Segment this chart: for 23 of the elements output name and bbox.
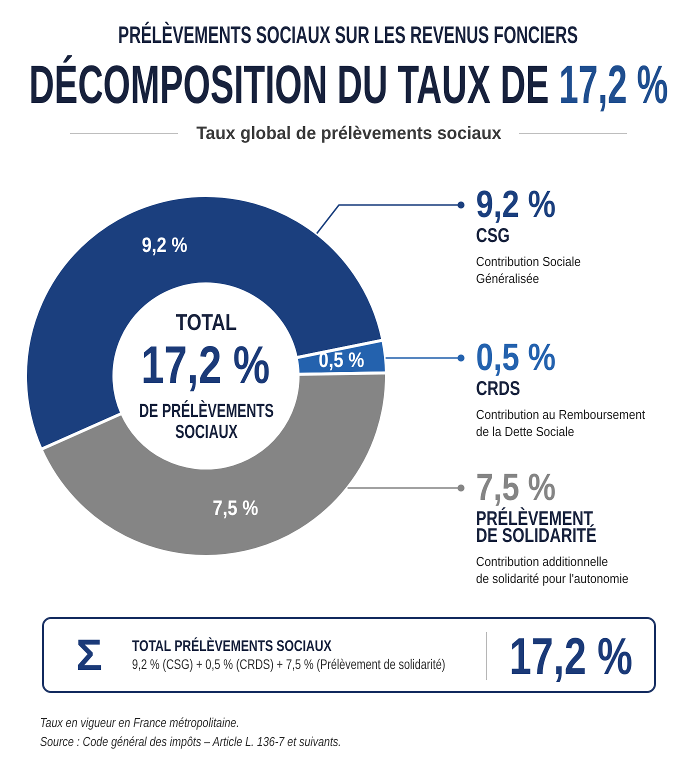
text: 9,2 % bbox=[476, 184, 556, 226]
source-note: Source : Code général des impôts – Article L. 136-7 et suivants. bbox=[40, 733, 342, 751]
text: 0,5 % bbox=[476, 337, 556, 379]
text: Contribution au Remboursement de la Dette Sociale bbox=[476, 407, 646, 440]
text: TOTAL bbox=[175, 309, 237, 335]
data-label: 0,5 % bbox=[318, 348, 364, 372]
legend-label: PRÉLÈVEMENT DE SOLIDARITÉ bbox=[476, 508, 596, 547]
chart-title: DÉCOMPOSITION DU TAUX DE 17,2 % bbox=[28, 55, 668, 115]
legend-label: CSG bbox=[476, 225, 510, 247]
text: 17,2 % bbox=[142, 336, 270, 395]
chart-subtitle: Taux global de prélèvements sociaux bbox=[196, 122, 502, 145]
text: DE PRÉLÈVEMENTS SOCIAUX bbox=[138, 401, 274, 443]
text: 17,2 % bbox=[509, 628, 633, 686]
legend-label: CRDS bbox=[476, 378, 520, 400]
data-label: 7,5 % bbox=[212, 496, 258, 520]
data-label: 9,2 % bbox=[142, 234, 188, 258]
text: TOTAL PRÉLÈVEMENTS SOCIAUX bbox=[132, 638, 332, 655]
text: PRÉLÈVEMENTS SOCIAUX SUR LES REVENUS FONCIERS bbox=[118, 22, 578, 49]
text: Taux en vigueur en France métropolitaine. bbox=[40, 714, 240, 732]
text: Contribution Sociale Généralisée bbox=[476, 254, 581, 287]
text: Σ bbox=[76, 631, 102, 680]
text: Contribution additionnelle de solidarité pour l'autonomie bbox=[476, 554, 628, 587]
text: 9,2 % (CSG) + 0,5 % (CRDS) + 7,5 % (Prélèvement de solidarité) bbox=[132, 656, 446, 673]
